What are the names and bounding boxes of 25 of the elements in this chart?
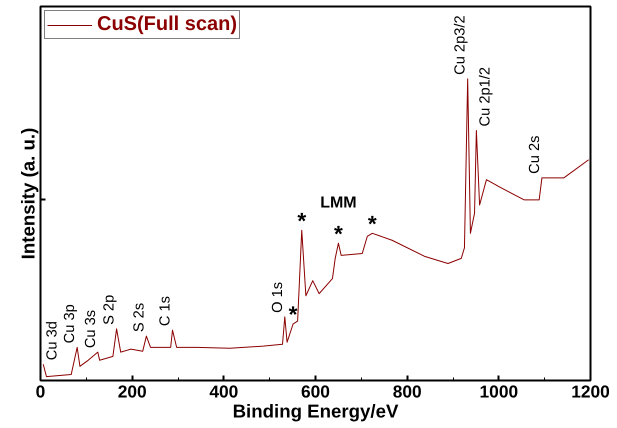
x-tick-label: 1000 [480,382,518,402]
annotation: O 1s [270,282,286,313]
annotation: S 2s [131,302,148,332]
x-tick-label: 400 [209,382,238,402]
x-tick-label: 1200 [571,382,610,402]
annotation: Cu 3d [44,321,60,360]
annotation: Cu 2p1/2 [477,66,494,126]
annotation: S 2p [102,294,118,325]
annotation: * [297,207,306,234]
legend-label: CuS(Full scan) [97,13,238,36]
annotation: * [368,210,377,236]
annotation: C 1s [158,296,174,326]
x-tick-label: 600 [301,382,330,402]
annotation: Cu 3p [62,304,78,344]
annotation: LMM [320,194,357,212]
annotation: * [334,220,344,246]
x-tick-label: 800 [392,382,422,402]
x-axis-title: Binding Energy/eV [232,400,399,422]
x-tick-label: 200 [118,382,147,402]
annotation: Cu 2p3/2 [452,15,469,75]
annotation: Cu 3s [82,310,99,348]
x-tick-label: 0 [36,382,46,402]
y-axis-title: Intensity (a. u.) [18,128,38,260]
annotation: Cu 2s [526,136,543,174]
annotation: * [288,301,298,328]
